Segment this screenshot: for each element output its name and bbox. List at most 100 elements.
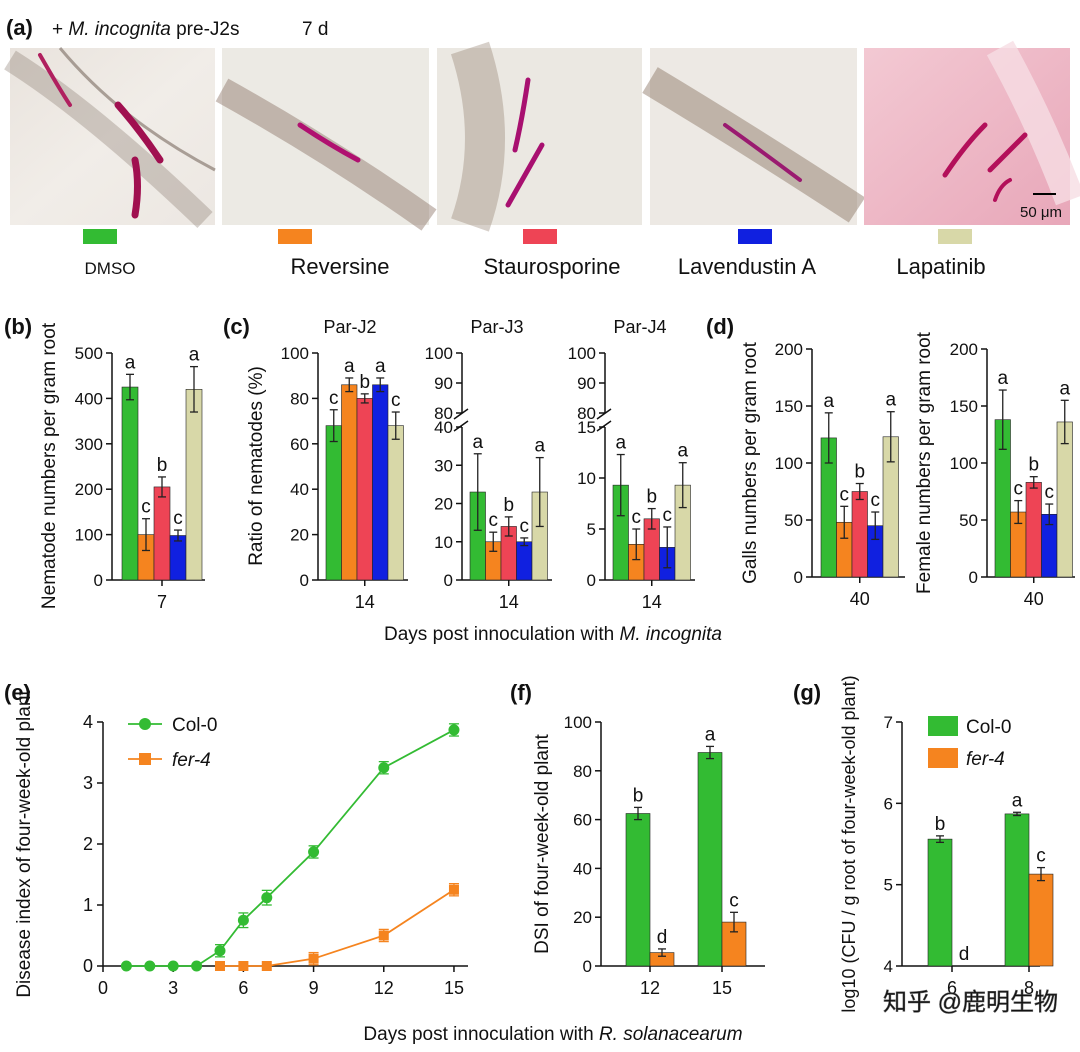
y-tick-label: 20 xyxy=(290,526,309,545)
title-par-j4: Par-J4 xyxy=(613,317,666,337)
data-point xyxy=(378,762,390,774)
data-point xyxy=(144,960,156,972)
y-tick-label: 500 xyxy=(75,344,103,363)
significance-letter: b xyxy=(1028,455,1039,476)
x-tick-label: 9 xyxy=(309,978,319,998)
y-tick-label: 10 xyxy=(577,469,596,488)
legend-label-0: DMSO xyxy=(85,259,136,278)
y-tick-label: 90 xyxy=(434,374,453,393)
significance-letter: a xyxy=(615,433,626,454)
y-tick-label: 100 xyxy=(75,526,103,545)
legend-marker xyxy=(139,753,151,765)
y-tick-label: 0 xyxy=(969,568,978,587)
bar-col-0 xyxy=(1004,813,1030,967)
watermark: 知乎 @鹿明生物 xyxy=(883,989,1058,1016)
bar-staurosporine xyxy=(1025,482,1042,578)
bar-col-0 xyxy=(625,813,651,967)
data-point xyxy=(378,930,389,941)
ylabel-females: Female numbers per gram root xyxy=(914,331,935,594)
y-tick-label: 0 xyxy=(583,957,592,976)
significance-letter: a xyxy=(997,368,1008,389)
significance-letter: a xyxy=(885,390,896,411)
significance-letter: a xyxy=(375,356,386,377)
y-tick-label: 0 xyxy=(587,571,596,590)
bar-lapatinib xyxy=(1056,421,1073,578)
ylabel-f: DSI of four-week-old plant xyxy=(532,733,553,953)
timepoint-label: 7 d xyxy=(302,19,328,40)
y-tick-label: 0 xyxy=(83,956,93,976)
legend-swatch xyxy=(928,748,958,768)
data-point xyxy=(308,846,320,858)
bar-lavendustin-a xyxy=(372,384,389,581)
legend-label-fer-4: fer-4 xyxy=(172,750,211,771)
data-point xyxy=(448,724,460,736)
panel-label-c: (c) xyxy=(223,314,250,339)
y-tick-label: 100 xyxy=(281,344,309,363)
legend-swatch-0 xyxy=(83,229,117,244)
significance-letter: c xyxy=(141,497,151,518)
y-tick-label: 20 xyxy=(573,908,592,927)
ylabel-g: log10 (CFU / g root of four-week-old pla… xyxy=(839,675,859,1012)
y-tick-label: 200 xyxy=(75,480,103,499)
bar-col-0 xyxy=(697,752,723,967)
treatment-label: + M. incognita pre-J2s xyxy=(52,19,239,40)
y-tick-label: 40 xyxy=(573,859,592,878)
significance-letter: a xyxy=(823,391,834,412)
ylabel-b: Nematode numbers per gram root xyxy=(39,322,60,609)
significance-letter: c xyxy=(663,505,673,526)
scale-bar-label: 50 μm xyxy=(1020,204,1062,221)
significance-letter: a xyxy=(1012,790,1023,811)
legend-swatch-2 xyxy=(523,229,557,244)
y-tick-label: 80 xyxy=(573,762,592,781)
data-point xyxy=(120,960,132,972)
y-tick-label: 100 xyxy=(425,344,453,363)
y-tick-label: 100 xyxy=(775,454,803,473)
ylabel-c: Ratio of nematodes (%) xyxy=(246,366,267,566)
x-tick-label: 7 xyxy=(157,592,167,612)
x-tick-label: 40 xyxy=(850,589,870,609)
x-tick-label: 0 xyxy=(98,978,108,998)
y-tick-label: 15 xyxy=(577,418,596,437)
micrograph-staurosporine xyxy=(437,41,642,232)
y-tick-label: 60 xyxy=(290,435,309,454)
y-tick-label: 10 xyxy=(434,533,453,552)
x-tick-label: 3 xyxy=(168,978,178,998)
legend-label-4: Lapatinib xyxy=(896,254,985,279)
y-tick-label: 1 xyxy=(83,895,93,915)
significance-letter: c xyxy=(729,890,739,911)
micrograph-reversine xyxy=(215,48,437,231)
significance-letter: b xyxy=(633,785,644,806)
legend-label-1: Reversine xyxy=(290,254,389,279)
panel-label-g: (g) xyxy=(793,680,821,705)
legend-label-fer-4: fer-4 xyxy=(966,749,1005,770)
y-tick-label: 400 xyxy=(75,389,103,408)
micrograph-lapatinib: 50 μm xyxy=(864,40,1080,225)
y-tick-label: 80 xyxy=(577,404,596,423)
series-line-col-0 xyxy=(126,729,455,967)
y-tick-label: 3 xyxy=(83,773,93,793)
axis-break-mark xyxy=(596,408,612,420)
significance-letter: c xyxy=(173,508,183,529)
micrograph-dmso xyxy=(4,47,216,228)
significance-letter: c xyxy=(1045,482,1055,503)
legend-label-col-0: Col-0 xyxy=(966,717,1011,738)
significance-letter: c xyxy=(1014,479,1024,500)
significance-letter: b xyxy=(503,495,514,516)
ylabel-e: Disease index of four-week-old plant xyxy=(14,690,35,998)
data-point xyxy=(237,914,249,926)
y-tick-label: 0 xyxy=(444,571,453,590)
y-tick-label: 200 xyxy=(950,340,978,359)
bar-reversine xyxy=(341,384,358,581)
y-tick-label: 150 xyxy=(775,397,803,416)
bar-staurosporine xyxy=(851,491,868,578)
data-point xyxy=(261,961,272,971)
axis-break-mark xyxy=(596,420,612,432)
x-tick-label: 15 xyxy=(712,978,732,998)
bar-staurosporine xyxy=(356,398,373,581)
x-tick-label: 6 xyxy=(238,978,248,998)
y-tick-label: 80 xyxy=(290,389,309,408)
significance-letter: a xyxy=(677,441,688,462)
panel-label-f: (f) xyxy=(510,680,532,705)
